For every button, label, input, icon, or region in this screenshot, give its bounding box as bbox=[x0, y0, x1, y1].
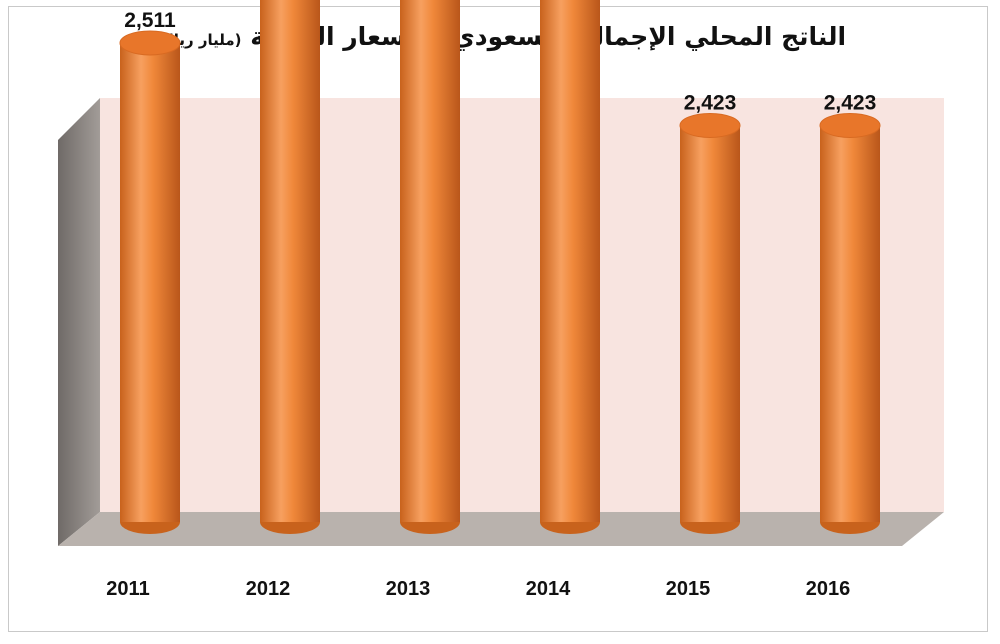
x-tick-label: 2013 bbox=[386, 578, 431, 600]
bar-2011 bbox=[119, 30, 181, 534]
bar-2012 bbox=[260, 0, 320, 534]
bar-top bbox=[679, 112, 741, 138]
data-label: 2,423 bbox=[684, 91, 737, 114]
bar-top bbox=[119, 30, 181, 56]
bar-face bbox=[120, 42, 180, 522]
chart-floor bbox=[58, 512, 944, 546]
bar-face bbox=[540, 0, 600, 522]
bar-face bbox=[820, 125, 880, 522]
bar-top bbox=[819, 112, 881, 138]
x-tick-label: 2011 bbox=[106, 578, 149, 600]
x-tick-label: 2012 bbox=[246, 578, 291, 600]
x-tick-label: 2014 bbox=[526, 578, 571, 600]
bar-face bbox=[680, 125, 740, 522]
bar-2013 bbox=[400, 0, 460, 534]
back-wall bbox=[100, 98, 944, 512]
x-tick-label: 2015 bbox=[666, 578, 711, 600]
data-label: 2,511 bbox=[124, 9, 176, 32]
bar-2014 bbox=[540, 0, 600, 534]
bar-face bbox=[260, 0, 320, 522]
bar-face bbox=[400, 0, 460, 522]
bar-2016 bbox=[819, 112, 881, 534]
bar-2015 bbox=[679, 112, 741, 534]
x-axis-ticks: 2011 2012 2013 2014 2015 2016 bbox=[106, 578, 850, 600]
data-label: 2,423 bbox=[824, 91, 877, 114]
x-tick-label: 2016 bbox=[806, 578, 851, 600]
side-wall bbox=[58, 98, 100, 546]
